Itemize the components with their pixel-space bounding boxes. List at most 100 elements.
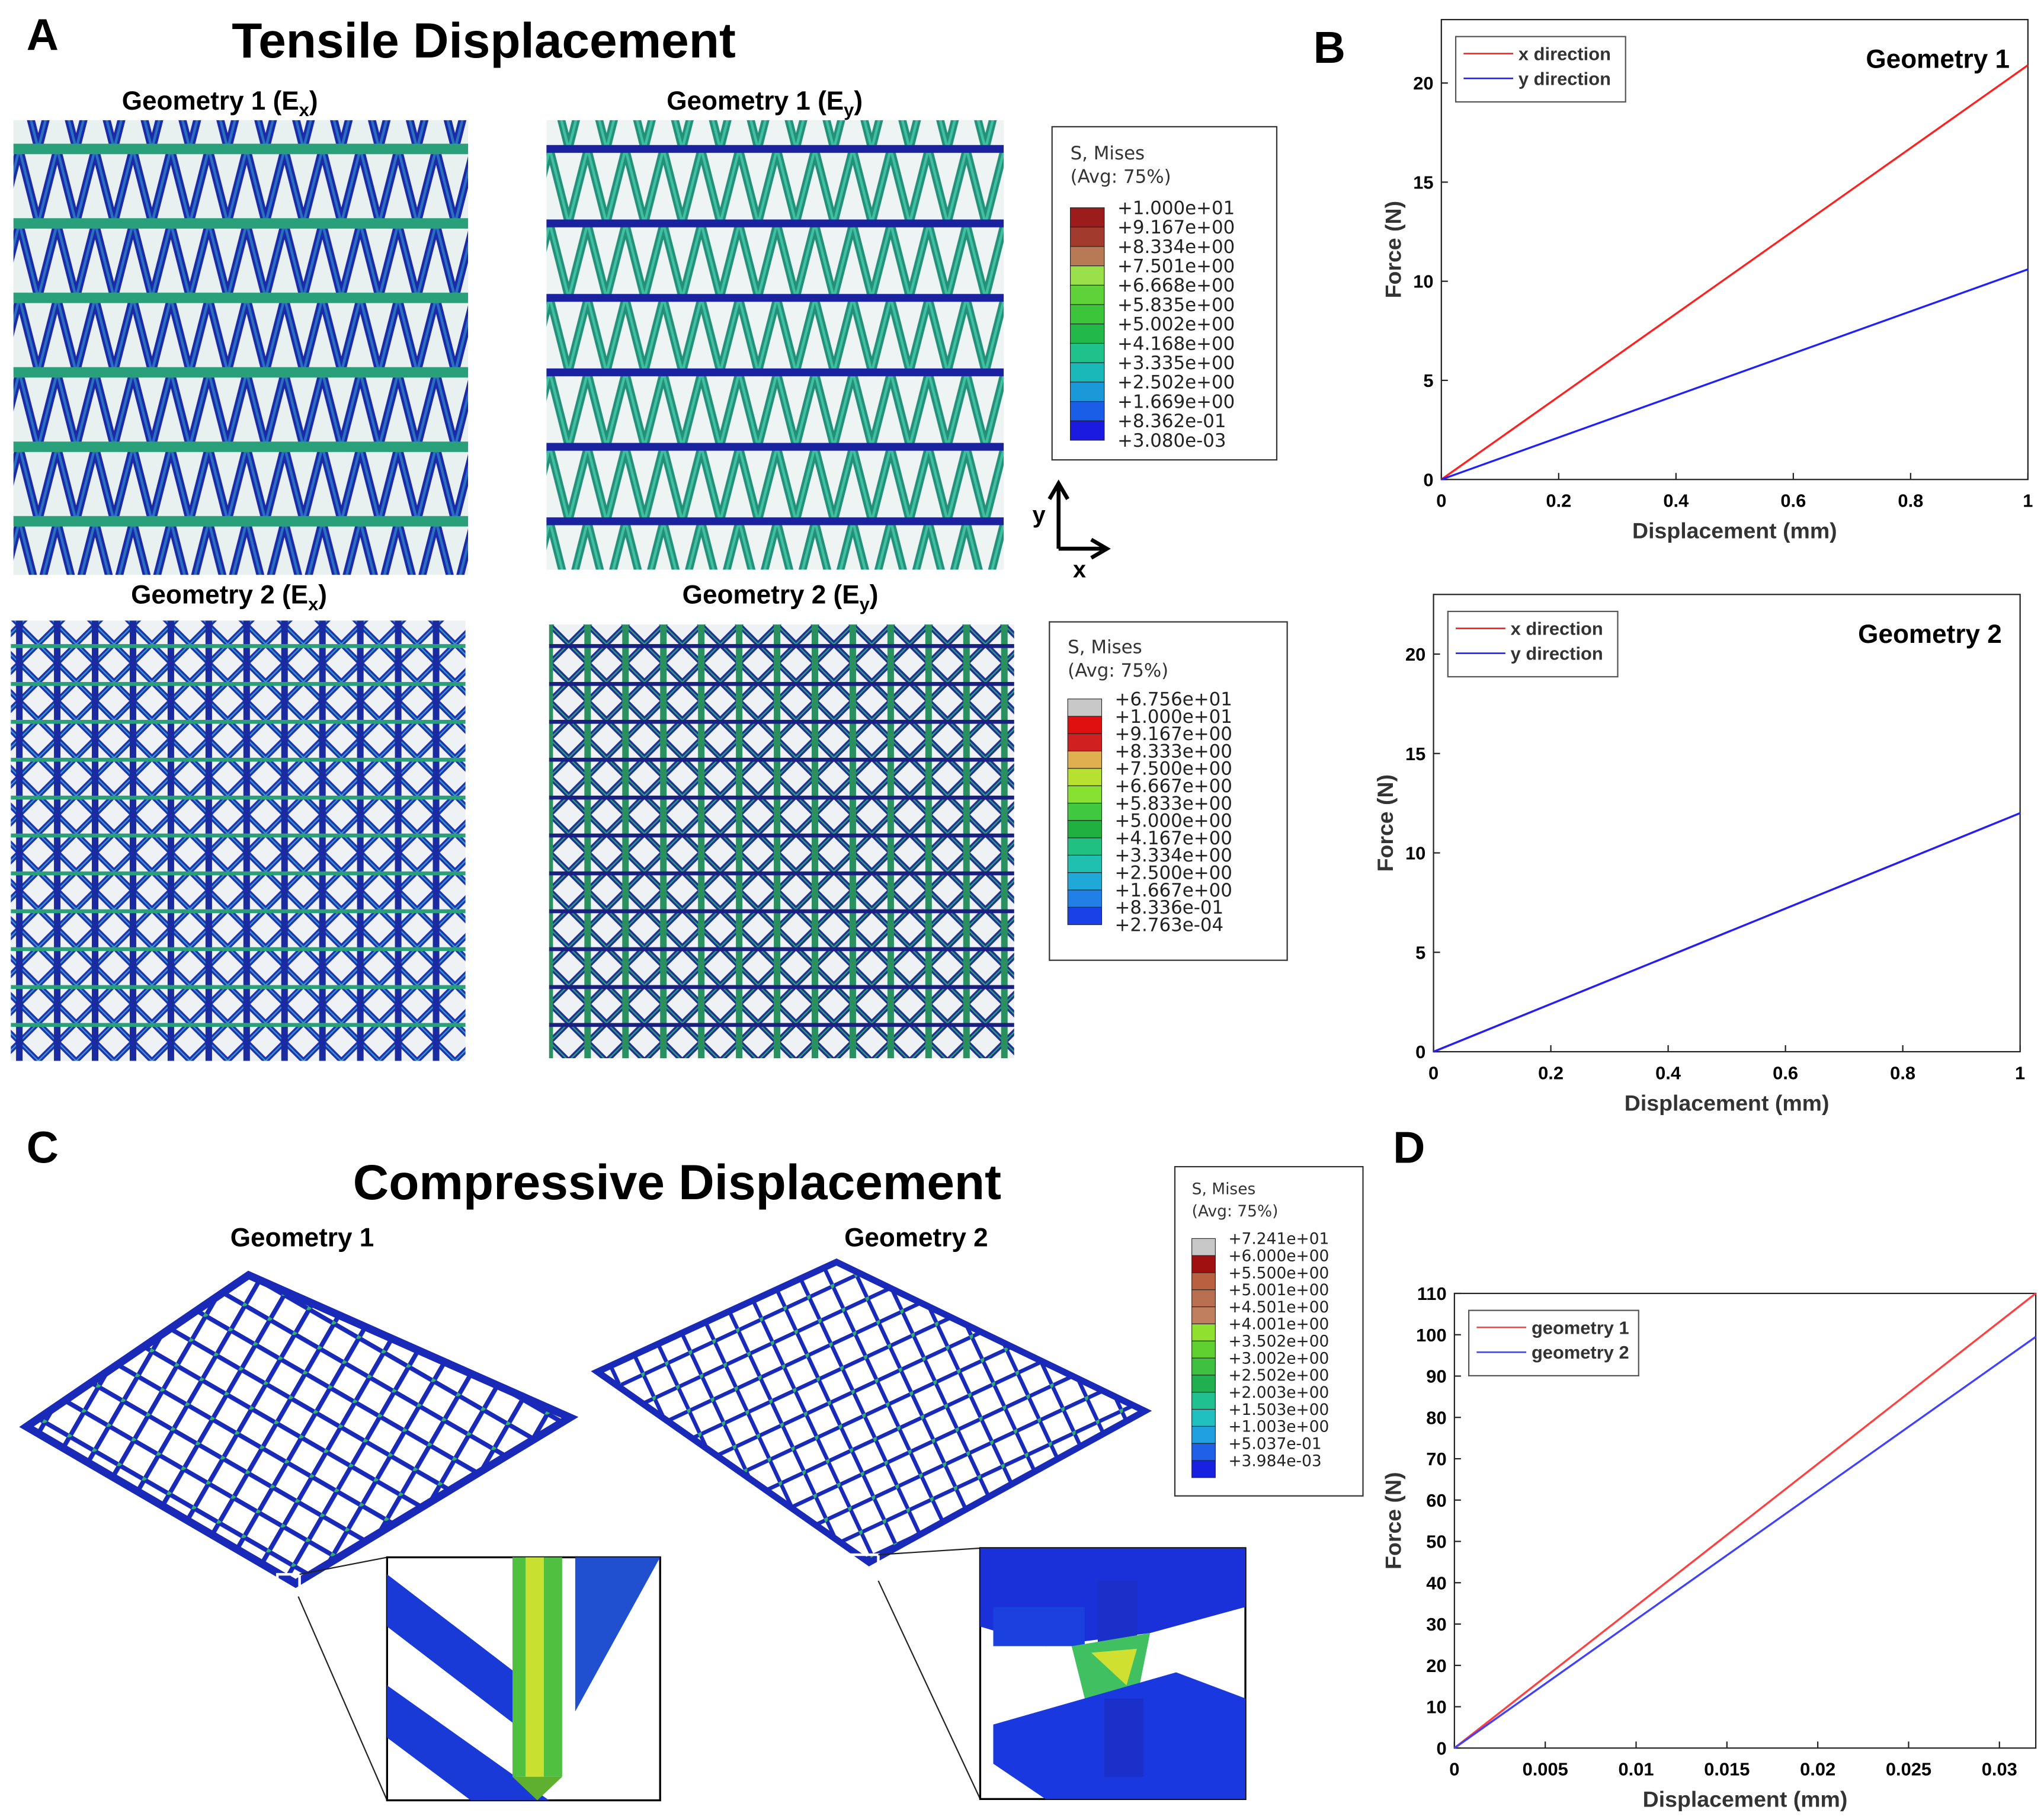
y-tick-label: 5 xyxy=(1423,370,1433,391)
color-swatch xyxy=(1070,324,1105,344)
legend-label: +3.984e-03 xyxy=(1228,1452,1321,1470)
panel-title: Geometry 2 xyxy=(844,1224,988,1253)
color-swatch xyxy=(1191,1426,1216,1444)
legend-label: +5.002e+00 xyxy=(1117,314,1235,335)
color-swatch xyxy=(1191,1460,1216,1478)
legend-label: +5.500e+00 xyxy=(1228,1264,1329,1282)
legend-label: +1.000e+01 xyxy=(1115,706,1232,728)
legend-label: +3.334e+00 xyxy=(1115,845,1232,866)
legend-label: y direction xyxy=(1511,643,1603,664)
legend-label: +7.501e+00 xyxy=(1117,256,1235,277)
x-axis-label: Displacement (mm) xyxy=(1625,1090,1830,1115)
legend-label: +1.000e+01 xyxy=(1117,197,1235,219)
x-tick-label: 1 xyxy=(2023,491,2033,511)
y-tick-label: 40 xyxy=(1426,1572,1446,1593)
color-swatch xyxy=(1070,401,1105,421)
color-swatch xyxy=(1191,1340,1216,1359)
title-text: Geometry 2 (E xyxy=(683,581,860,610)
y-tick-label: 10 xyxy=(1426,1697,1446,1718)
section-title: Tensile Displacement xyxy=(232,12,736,68)
legend-label: +7.241e+01 xyxy=(1228,1230,1329,1248)
panel-title: Geometry 2 (Ex) xyxy=(131,581,327,614)
color-swatch xyxy=(1191,1443,1216,1461)
legend-label: +2.502e+00 xyxy=(1117,372,1235,393)
axis-indicator: y xyxy=(1033,502,1046,528)
color-swatch xyxy=(1067,889,1103,908)
color-swatch xyxy=(1191,1289,1216,1308)
x-tick-label: 0.02 xyxy=(1800,1759,1835,1780)
legend-label: +6.756e+01 xyxy=(1115,688,1232,710)
lattice-image xyxy=(13,120,469,575)
color-swatch xyxy=(1067,751,1103,769)
y-tick-label: 15 xyxy=(1405,744,1425,764)
color-swatch xyxy=(1070,382,1105,402)
color-swatch xyxy=(1070,342,1105,363)
panel-label: C xyxy=(27,1122,59,1172)
legend-title: S, Mises xyxy=(1071,143,1145,164)
legend-label: +8.362e-01 xyxy=(1117,411,1226,432)
inset-image xyxy=(979,1547,1247,1800)
color-swatch xyxy=(1191,1375,1216,1393)
color-swatch xyxy=(1067,768,1103,786)
color-swatch xyxy=(1067,854,1103,873)
color-swatch xyxy=(1191,1323,1216,1341)
color-swatch xyxy=(1070,265,1105,286)
x-tick-label: 0.01 xyxy=(1618,1759,1654,1780)
y-tick-label: 30 xyxy=(1426,1614,1446,1635)
y-tick-label: 50 xyxy=(1426,1532,1446,1552)
panel-title: Geometry 1 xyxy=(230,1224,374,1253)
lattice-render xyxy=(19,1270,579,1588)
color-swatch xyxy=(1067,907,1103,925)
legend-box xyxy=(1468,1309,1639,1377)
axis-indicator: x xyxy=(1073,557,1086,583)
x-tick-label: 0.015 xyxy=(1704,1759,1750,1780)
legend-label: +5.833e+00 xyxy=(1115,793,1232,814)
x-tick-label: 0.4 xyxy=(1663,491,1689,511)
legend-label: geometry 2 xyxy=(1532,1342,1629,1363)
title-subscript: x xyxy=(299,100,309,120)
x-tick-label: 0.025 xyxy=(1886,1759,1931,1780)
title-text: ) xyxy=(870,581,879,610)
x-tick-label: 0.8 xyxy=(1890,1062,1915,1083)
x-tick-label: 0 xyxy=(1449,1759,1459,1780)
annotation: Geometry 2 xyxy=(1858,620,2002,649)
panel-title: Geometry 1 (Ex) xyxy=(122,87,318,120)
x-tick-label: 0.005 xyxy=(1523,1759,1568,1780)
title-subscript: y xyxy=(844,100,854,120)
y-tick-label: 0 xyxy=(1436,1738,1446,1759)
color-swatch xyxy=(1191,1306,1216,1325)
color-swatch xyxy=(1067,837,1103,856)
panel-label: B xyxy=(1313,23,1345,72)
legend-label: +4.168e+00 xyxy=(1117,333,1235,354)
legend-label: x direction xyxy=(1518,43,1611,64)
legend-label: +9.167e+00 xyxy=(1115,723,1232,745)
legend-label: +8.333e+00 xyxy=(1115,741,1232,762)
x-tick-label: 0.6 xyxy=(1773,1062,1798,1083)
color-swatch xyxy=(1067,872,1103,891)
y-tick-label: 110 xyxy=(1417,1283,1447,1304)
x-tick-label: 0.4 xyxy=(1655,1062,1681,1083)
panel-label: D xyxy=(1393,1122,1425,1172)
x-tick-label: 0.2 xyxy=(1538,1062,1564,1083)
legend-label: +6.667e+00 xyxy=(1115,776,1232,797)
series-line xyxy=(1433,812,2021,1053)
legend-label: +8.334e+00 xyxy=(1117,236,1235,258)
color-swatch xyxy=(1067,716,1103,734)
legend-label: +5.037e-01 xyxy=(1228,1434,1321,1453)
legend-label: +2.763e-04 xyxy=(1115,914,1224,936)
y-tick-label: 20 xyxy=(1426,1655,1446,1676)
zoom-callout xyxy=(275,1547,981,1801)
title-text: Geometry 1 (E xyxy=(667,87,844,116)
legend-title: S, Mises xyxy=(1192,1180,1256,1198)
title-text: ) xyxy=(318,581,327,610)
y-tick-label: 70 xyxy=(1426,1449,1446,1469)
legend-label: +8.336e-01 xyxy=(1115,897,1224,918)
lattice-image xyxy=(11,620,466,1061)
title-text: Geometry 1 (E xyxy=(122,87,299,116)
color-swatch xyxy=(1191,1357,1216,1376)
legend-label: +3.080e-03 xyxy=(1117,430,1226,451)
legend-label: +2.500e+00 xyxy=(1115,863,1232,884)
legend-label: +6.668e+00 xyxy=(1117,275,1235,296)
legend-label: y direction xyxy=(1518,68,1611,89)
